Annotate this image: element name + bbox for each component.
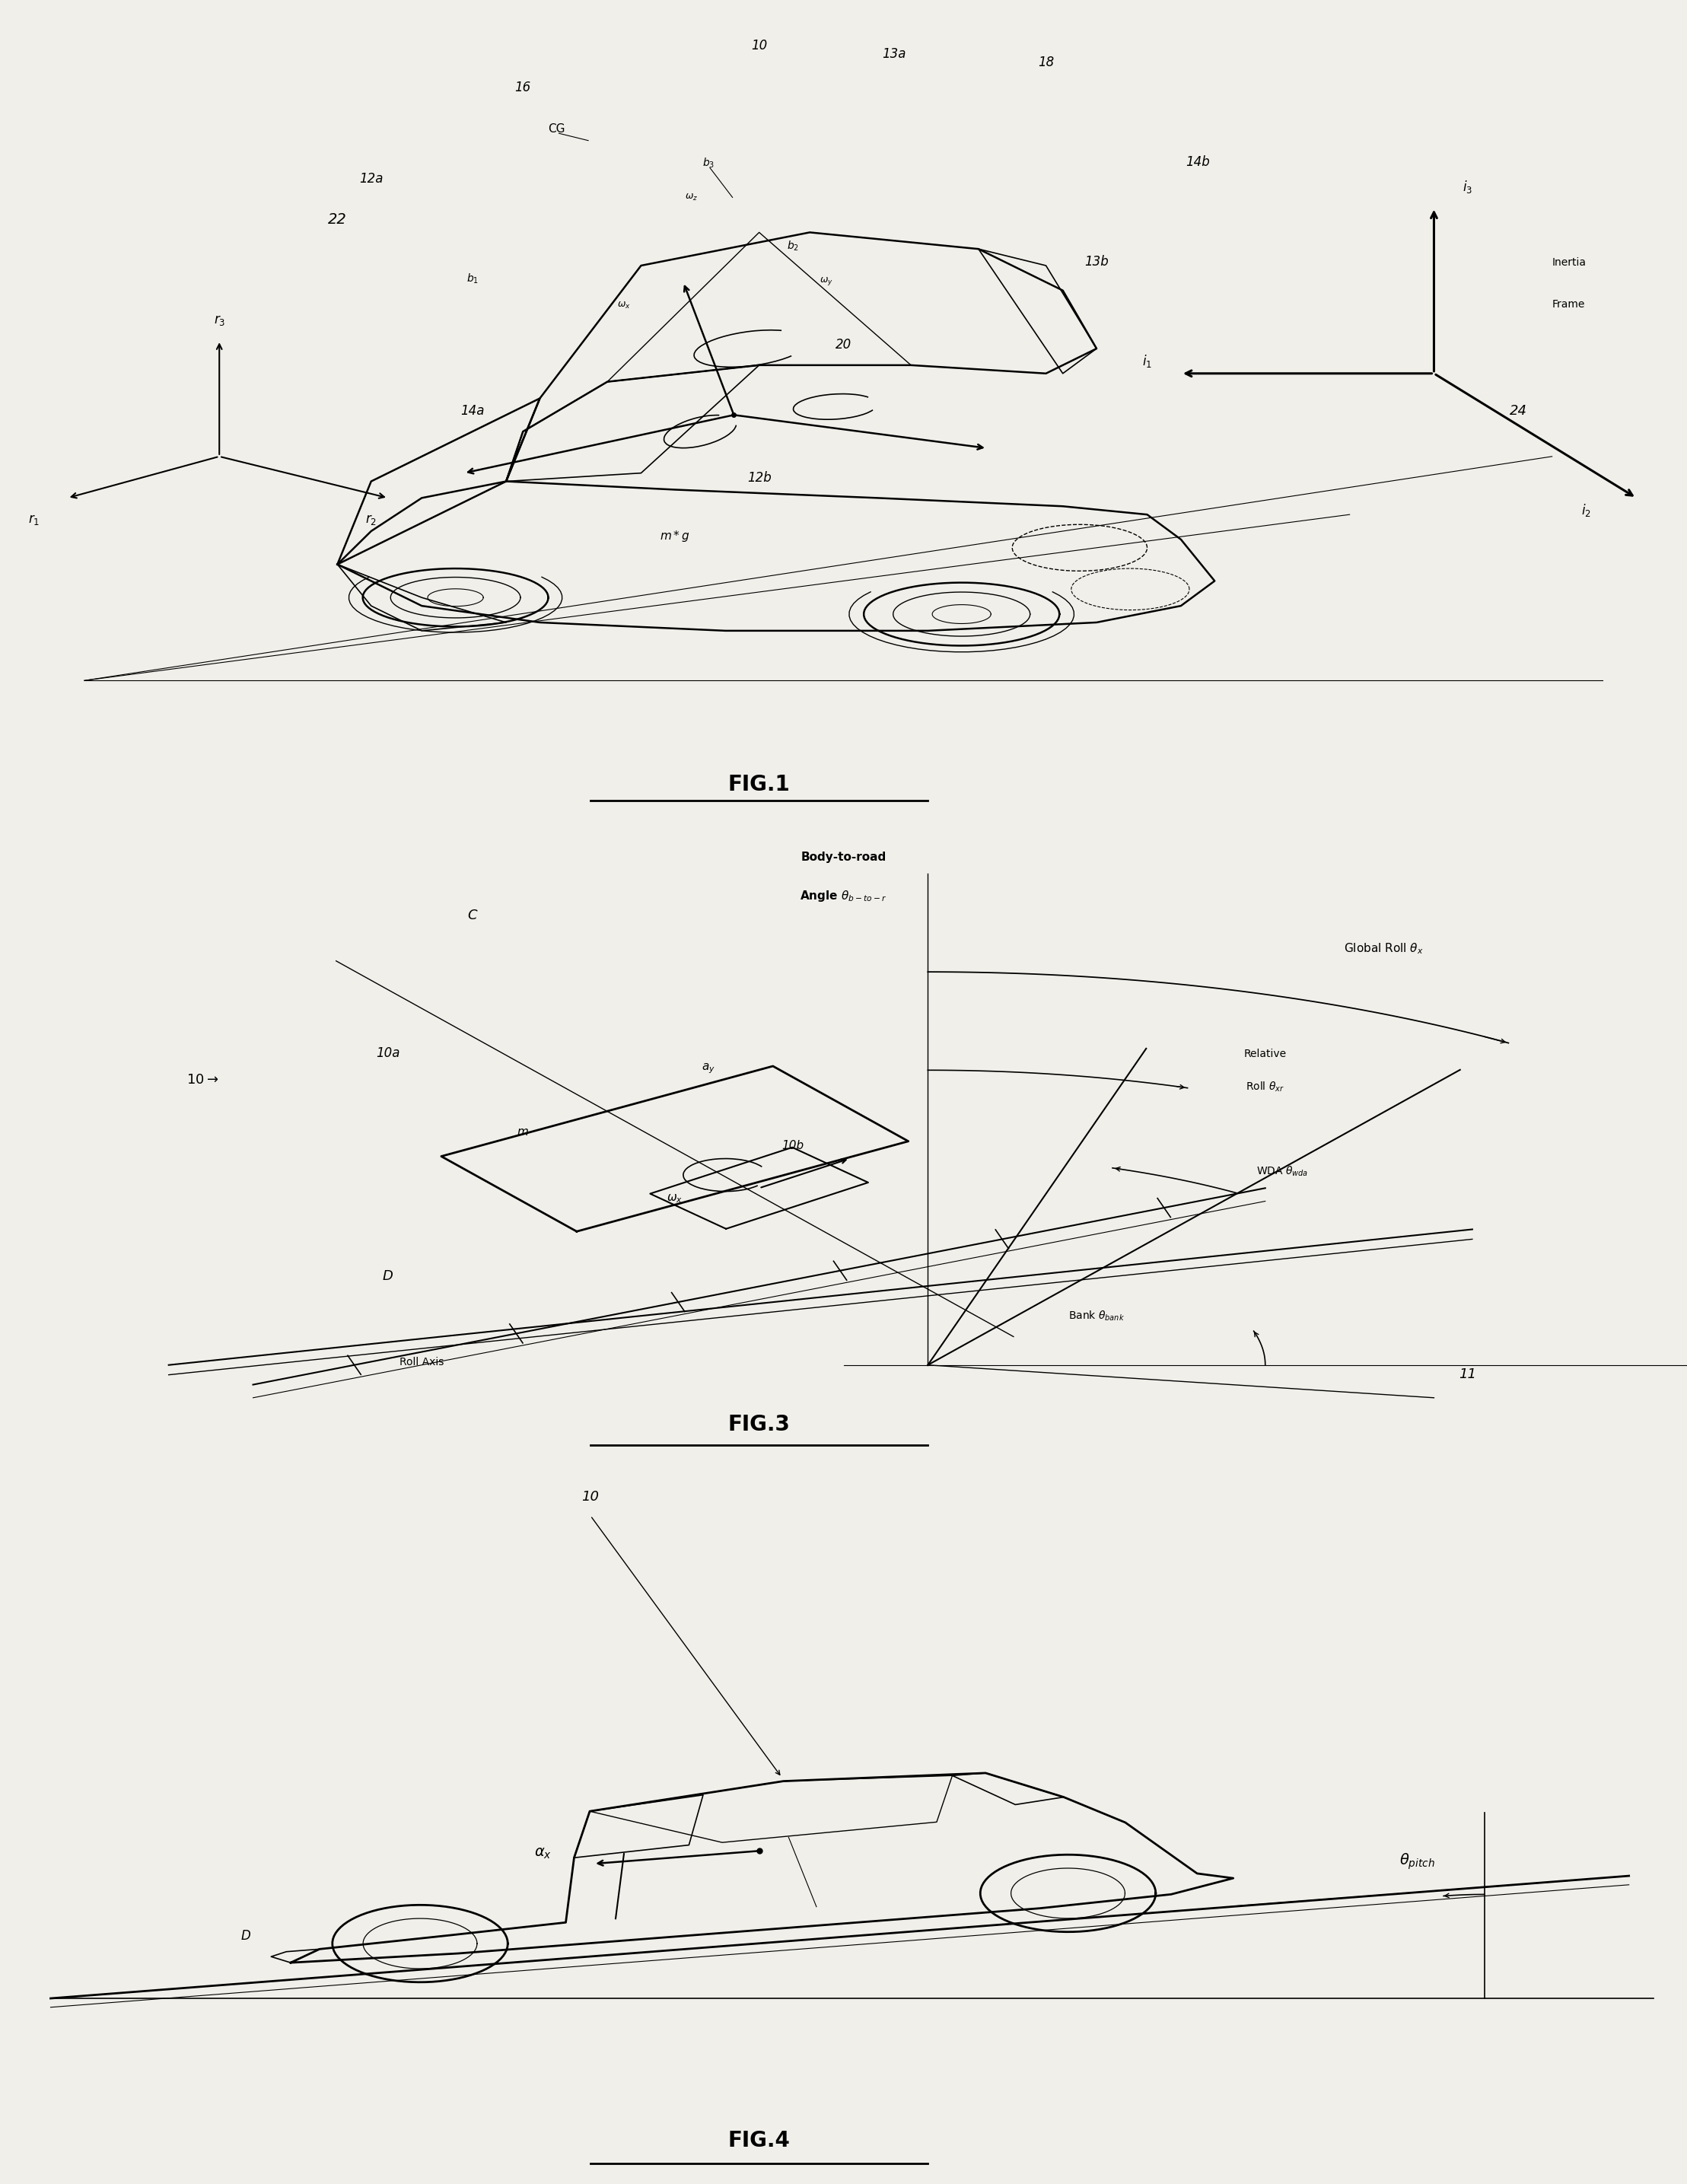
- Text: FIG.4: FIG.4: [729, 2129, 790, 2151]
- Text: $b_3$: $b_3$: [702, 155, 715, 170]
- Text: 14b: 14b: [1186, 155, 1210, 168]
- Text: Bank $\theta_{bank}$: Bank $\theta_{bank}$: [1068, 1308, 1125, 1324]
- Text: Frame: Frame: [1552, 299, 1586, 310]
- Text: 10: 10: [751, 39, 768, 52]
- Text: Body-to-road: Body-to-road: [801, 852, 886, 863]
- Text: D: D: [383, 1269, 393, 1282]
- Text: 10: 10: [582, 1489, 599, 1505]
- Text: Relative: Relative: [1243, 1048, 1287, 1059]
- Text: Angle $\theta_{b-to-r}$: Angle $\theta_{b-to-r}$: [800, 889, 887, 904]
- Text: $\omega_x$: $\omega_x$: [666, 1192, 683, 1206]
- Text: 12b: 12b: [747, 472, 771, 485]
- Text: 18: 18: [1038, 57, 1054, 70]
- Text: FIG.1: FIG.1: [729, 773, 790, 795]
- Text: $a_y$: $a_y$: [702, 1061, 715, 1075]
- Text: m: m: [518, 1127, 528, 1138]
- Text: $r_1$: $r_1$: [29, 513, 39, 526]
- Text: $10 \rightarrow$: $10 \rightarrow$: [186, 1072, 219, 1085]
- Text: $b_1$: $b_1$: [466, 273, 479, 286]
- Text: Roll $\theta_{xr}$: Roll $\theta_{xr}$: [1245, 1079, 1285, 1094]
- Text: 13b: 13b: [1085, 256, 1108, 269]
- Text: $r_2$: $r_2$: [366, 513, 376, 526]
- Text: $i_3$: $i_3$: [1463, 179, 1473, 194]
- Text: 16: 16: [515, 81, 531, 94]
- Text: D: D: [241, 1928, 251, 1944]
- Text: $i_2$: $i_2$: [1581, 502, 1591, 518]
- Text: $\alpha_x$: $\alpha_x$: [535, 1845, 552, 1861]
- Text: 13a: 13a: [882, 48, 906, 61]
- Text: C: C: [467, 909, 477, 922]
- Text: $\theta_{pitch}$: $\theta_{pitch}$: [1399, 1852, 1436, 1872]
- Text: 14a: 14a: [461, 404, 484, 417]
- Text: $\omega_x$: $\omega_x$: [617, 299, 631, 310]
- Text: CG: CG: [548, 124, 565, 135]
- Text: WDA $\theta_{wda}$: WDA $\theta_{wda}$: [1257, 1164, 1307, 1179]
- Text: 24: 24: [1510, 404, 1527, 417]
- Text: $b_2$: $b_2$: [786, 238, 800, 253]
- Text: 20: 20: [835, 339, 852, 352]
- Text: 10a: 10a: [376, 1046, 400, 1059]
- Text: $\omega_y$: $\omega_y$: [820, 275, 833, 286]
- Text: 12a: 12a: [359, 173, 383, 186]
- Text: 10b: 10b: [781, 1140, 805, 1151]
- Text: Inertia: Inertia: [1552, 258, 1586, 269]
- Text: $m*g$: $m*g$: [660, 529, 690, 544]
- Text: $\omega_z$: $\omega_z$: [685, 192, 698, 203]
- Text: $i_1$: $i_1$: [1142, 354, 1152, 369]
- Text: Roll Axis: Roll Axis: [400, 1356, 444, 1367]
- Text: FIG.3: FIG.3: [729, 1413, 790, 1435]
- Text: 11: 11: [1459, 1367, 1476, 1380]
- Text: Global Roll $\theta_x$: Global Roll $\theta_x$: [1343, 941, 1424, 957]
- Text: $r_3$: $r_3$: [214, 314, 224, 328]
- Text: 22: 22: [327, 212, 348, 227]
